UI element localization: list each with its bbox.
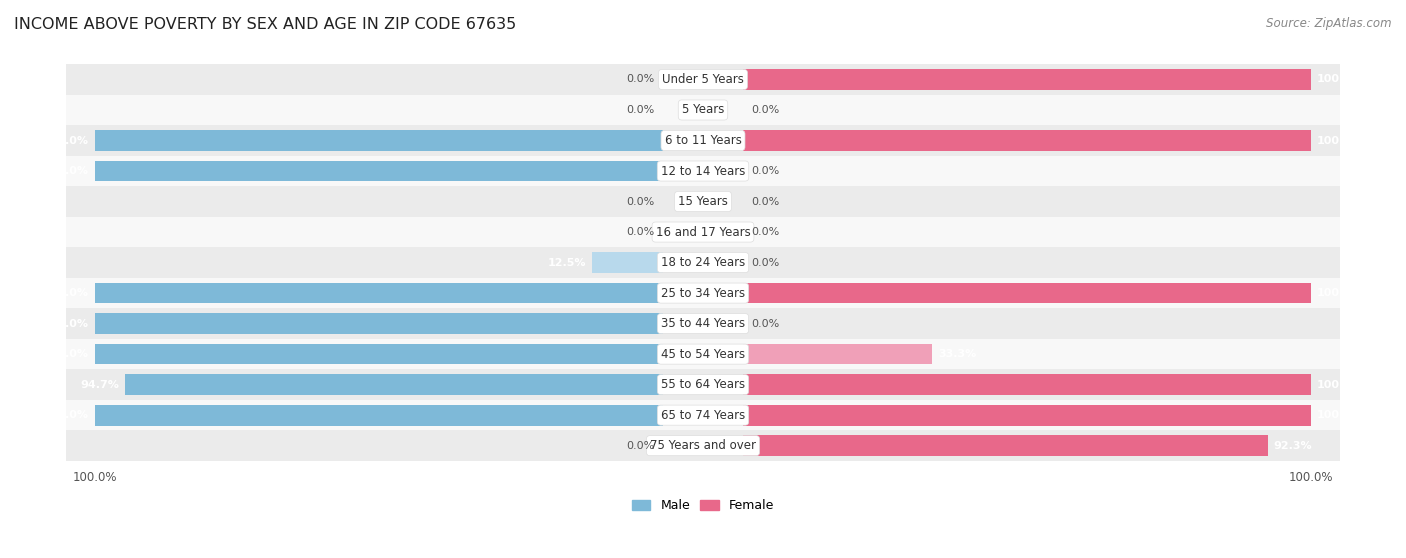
Text: 100.0%: 100.0% [44, 288, 89, 298]
Text: 0.0%: 0.0% [751, 319, 779, 329]
Bar [742, 283, 1312, 304]
Bar [66, 247, 1340, 278]
Bar [94, 161, 664, 181]
Bar [66, 156, 1340, 186]
Bar [66, 95, 1340, 125]
Text: 94.7%: 94.7% [80, 379, 120, 389]
Text: 55 to 64 Years: 55 to 64 Years [661, 378, 745, 391]
Text: 5 Years: 5 Years [682, 103, 724, 117]
Bar [66, 339, 1340, 369]
Bar [94, 313, 664, 334]
Bar [66, 186, 1340, 217]
Bar [742, 344, 932, 364]
Bar [94, 405, 664, 426]
Text: 100.0%: 100.0% [1317, 379, 1362, 389]
Text: 0.0%: 0.0% [751, 227, 779, 237]
Bar [125, 374, 664, 395]
Bar [742, 130, 1312, 151]
Text: 0.0%: 0.0% [751, 258, 779, 268]
Bar [66, 369, 1340, 400]
Text: 100.0%: 100.0% [1317, 136, 1362, 146]
Text: 18 to 24 Years: 18 to 24 Years [661, 256, 745, 269]
Text: 0.0%: 0.0% [627, 441, 655, 451]
Bar [66, 400, 1340, 430]
Text: INCOME ABOVE POVERTY BY SEX AND AGE IN ZIP CODE 67635: INCOME ABOVE POVERTY BY SEX AND AGE IN Z… [14, 17, 516, 32]
Text: 35 to 44 Years: 35 to 44 Years [661, 317, 745, 330]
Bar [94, 130, 664, 151]
Bar [742, 435, 1268, 456]
Text: 0.0%: 0.0% [751, 105, 779, 115]
Bar [742, 69, 1312, 90]
Text: 0.0%: 0.0% [627, 74, 655, 84]
Text: 15 Years: 15 Years [678, 195, 728, 208]
Bar [742, 374, 1312, 395]
Text: Source: ZipAtlas.com: Source: ZipAtlas.com [1267, 17, 1392, 30]
Text: 100.0%: 100.0% [44, 410, 89, 420]
Bar [66, 64, 1340, 95]
Bar [66, 125, 1340, 156]
Text: 0.0%: 0.0% [751, 166, 779, 176]
Bar [742, 405, 1312, 426]
Bar [94, 283, 664, 304]
Bar [66, 430, 1340, 461]
Text: 100.0%: 100.0% [1317, 74, 1362, 84]
Text: 0.0%: 0.0% [627, 105, 655, 115]
Text: 92.3%: 92.3% [1274, 441, 1312, 451]
Text: 16 and 17 Years: 16 and 17 Years [655, 225, 751, 239]
Text: 6 to 11 Years: 6 to 11 Years [665, 134, 741, 147]
Text: 33.3%: 33.3% [938, 349, 976, 359]
Text: 100.0%: 100.0% [44, 319, 89, 329]
Text: 100.0%: 100.0% [44, 166, 89, 176]
Text: 100.0%: 100.0% [1317, 288, 1362, 298]
Bar [66, 278, 1340, 309]
Text: 75 Years and over: 75 Years and over [650, 439, 756, 452]
Text: 100.0%: 100.0% [44, 136, 89, 146]
Text: 12.5%: 12.5% [548, 258, 586, 268]
Bar [66, 309, 1340, 339]
Text: 0.0%: 0.0% [627, 196, 655, 206]
Bar [66, 217, 1340, 247]
Text: 100.0%: 100.0% [1317, 410, 1362, 420]
Bar [592, 252, 664, 273]
Text: 0.0%: 0.0% [751, 196, 779, 206]
Text: 65 to 74 Years: 65 to 74 Years [661, 408, 745, 422]
Text: 45 to 54 Years: 45 to 54 Years [661, 348, 745, 360]
Bar [94, 344, 664, 364]
Text: 0.0%: 0.0% [627, 227, 655, 237]
Legend: Male, Female: Male, Female [631, 499, 775, 512]
Text: Under 5 Years: Under 5 Years [662, 73, 744, 86]
Text: 100.0%: 100.0% [44, 349, 89, 359]
Text: 12 to 14 Years: 12 to 14 Years [661, 165, 745, 177]
Text: 25 to 34 Years: 25 to 34 Years [661, 287, 745, 300]
